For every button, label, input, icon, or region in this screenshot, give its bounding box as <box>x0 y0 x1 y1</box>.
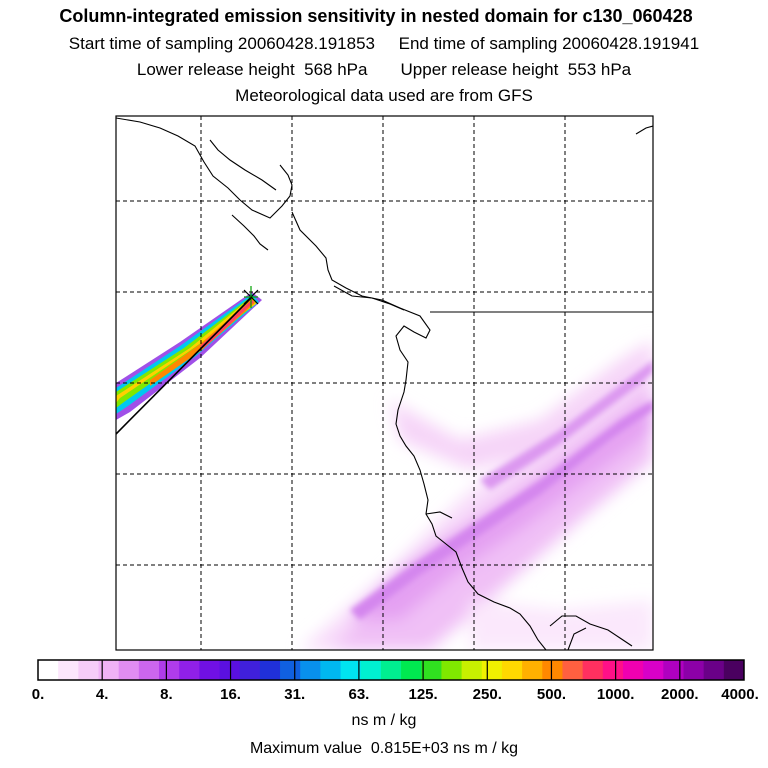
map-frame <box>115 115 654 651</box>
sampling-time-line: Start time of sampling 20060428.191853 E… <box>68 34 700 53</box>
colorbar-cell <box>421 660 442 680</box>
colorbar-cell <box>501 660 523 680</box>
colorbar-cell <box>199 660 221 680</box>
colorbar-cell <box>380 660 402 680</box>
colorbar-cell <box>622 660 644 680</box>
colorbar-cell <box>118 660 140 680</box>
trajectory-line <box>116 296 253 435</box>
colorbar-cell <box>401 660 422 680</box>
colorbar-tick-label: 250. <box>472 686 502 703</box>
border-line <box>425 311 653 519</box>
colorbar-tick-label: 500. <box>536 686 567 703</box>
colorbar-cell <box>481 660 503 680</box>
colorbar-tick-label: 125. <box>408 686 438 703</box>
met-data-line: Meteorological data used are from GFS <box>235 86 533 105</box>
colorbar-cell <box>58 660 79 680</box>
chart-title: Column-integrated emission sensitivity i… <box>59 6 693 26</box>
release-height-line: Lower release height 568 hPa Upper relea… <box>136 60 632 79</box>
colorbar-cell <box>280 660 301 680</box>
colorbar-cell <box>542 660 563 680</box>
colorbar-cell <box>340 660 362 680</box>
colorbar-cell <box>78 660 100 680</box>
colorbar-tick-label: 4000. <box>721 686 759 703</box>
colorbar-tick-label: 16. <box>220 686 241 703</box>
lat-lon-grid <box>116 116 653 650</box>
colorbar-cell <box>259 660 281 680</box>
colorbar-tick-label: 0. <box>31 686 45 703</box>
colorbar-cell <box>461 660 483 680</box>
colorbar-cell <box>663 660 684 680</box>
colorbar-cell <box>582 660 604 680</box>
colorbar-cell <box>522 660 543 680</box>
colorbar-cell <box>360 660 382 680</box>
colorbar-cell <box>219 660 241 680</box>
colorbar-cell <box>98 660 120 680</box>
colorbar-cell <box>703 660 725 680</box>
maximum-value-label: Maximum value 0.815E+03 ns m / kg <box>249 740 519 757</box>
colorbar-cell <box>602 660 624 680</box>
colorbar-cell <box>683 660 705 680</box>
colorbar-cell <box>441 660 463 680</box>
colorbar-cell <box>38 660 59 680</box>
colorbar-cell <box>239 660 261 680</box>
colorbar-tick-label: 2000. <box>661 686 699 703</box>
colorbar-tick-label: 63. <box>348 686 370 703</box>
units-label: ns m / kg <box>351 712 417 729</box>
colorbar-tick-label: 8. <box>160 686 173 703</box>
colorbar-tick-label: 31. <box>284 686 306 703</box>
colorbar-cell <box>159 660 180 680</box>
colorbar-cell <box>300 660 321 680</box>
colorbar-cell <box>643 660 664 680</box>
colorbar-tick-label: 1000. <box>596 686 635 703</box>
colorbar-cell <box>562 660 584 680</box>
coastline <box>116 117 653 650</box>
colorbar-cell <box>179 660 200 680</box>
colorbar-tick-label: 4. <box>95 686 109 703</box>
colorbar-cell <box>138 660 160 680</box>
colorbar-cell <box>320 660 342 680</box>
colorbar-cell <box>723 660 745 680</box>
